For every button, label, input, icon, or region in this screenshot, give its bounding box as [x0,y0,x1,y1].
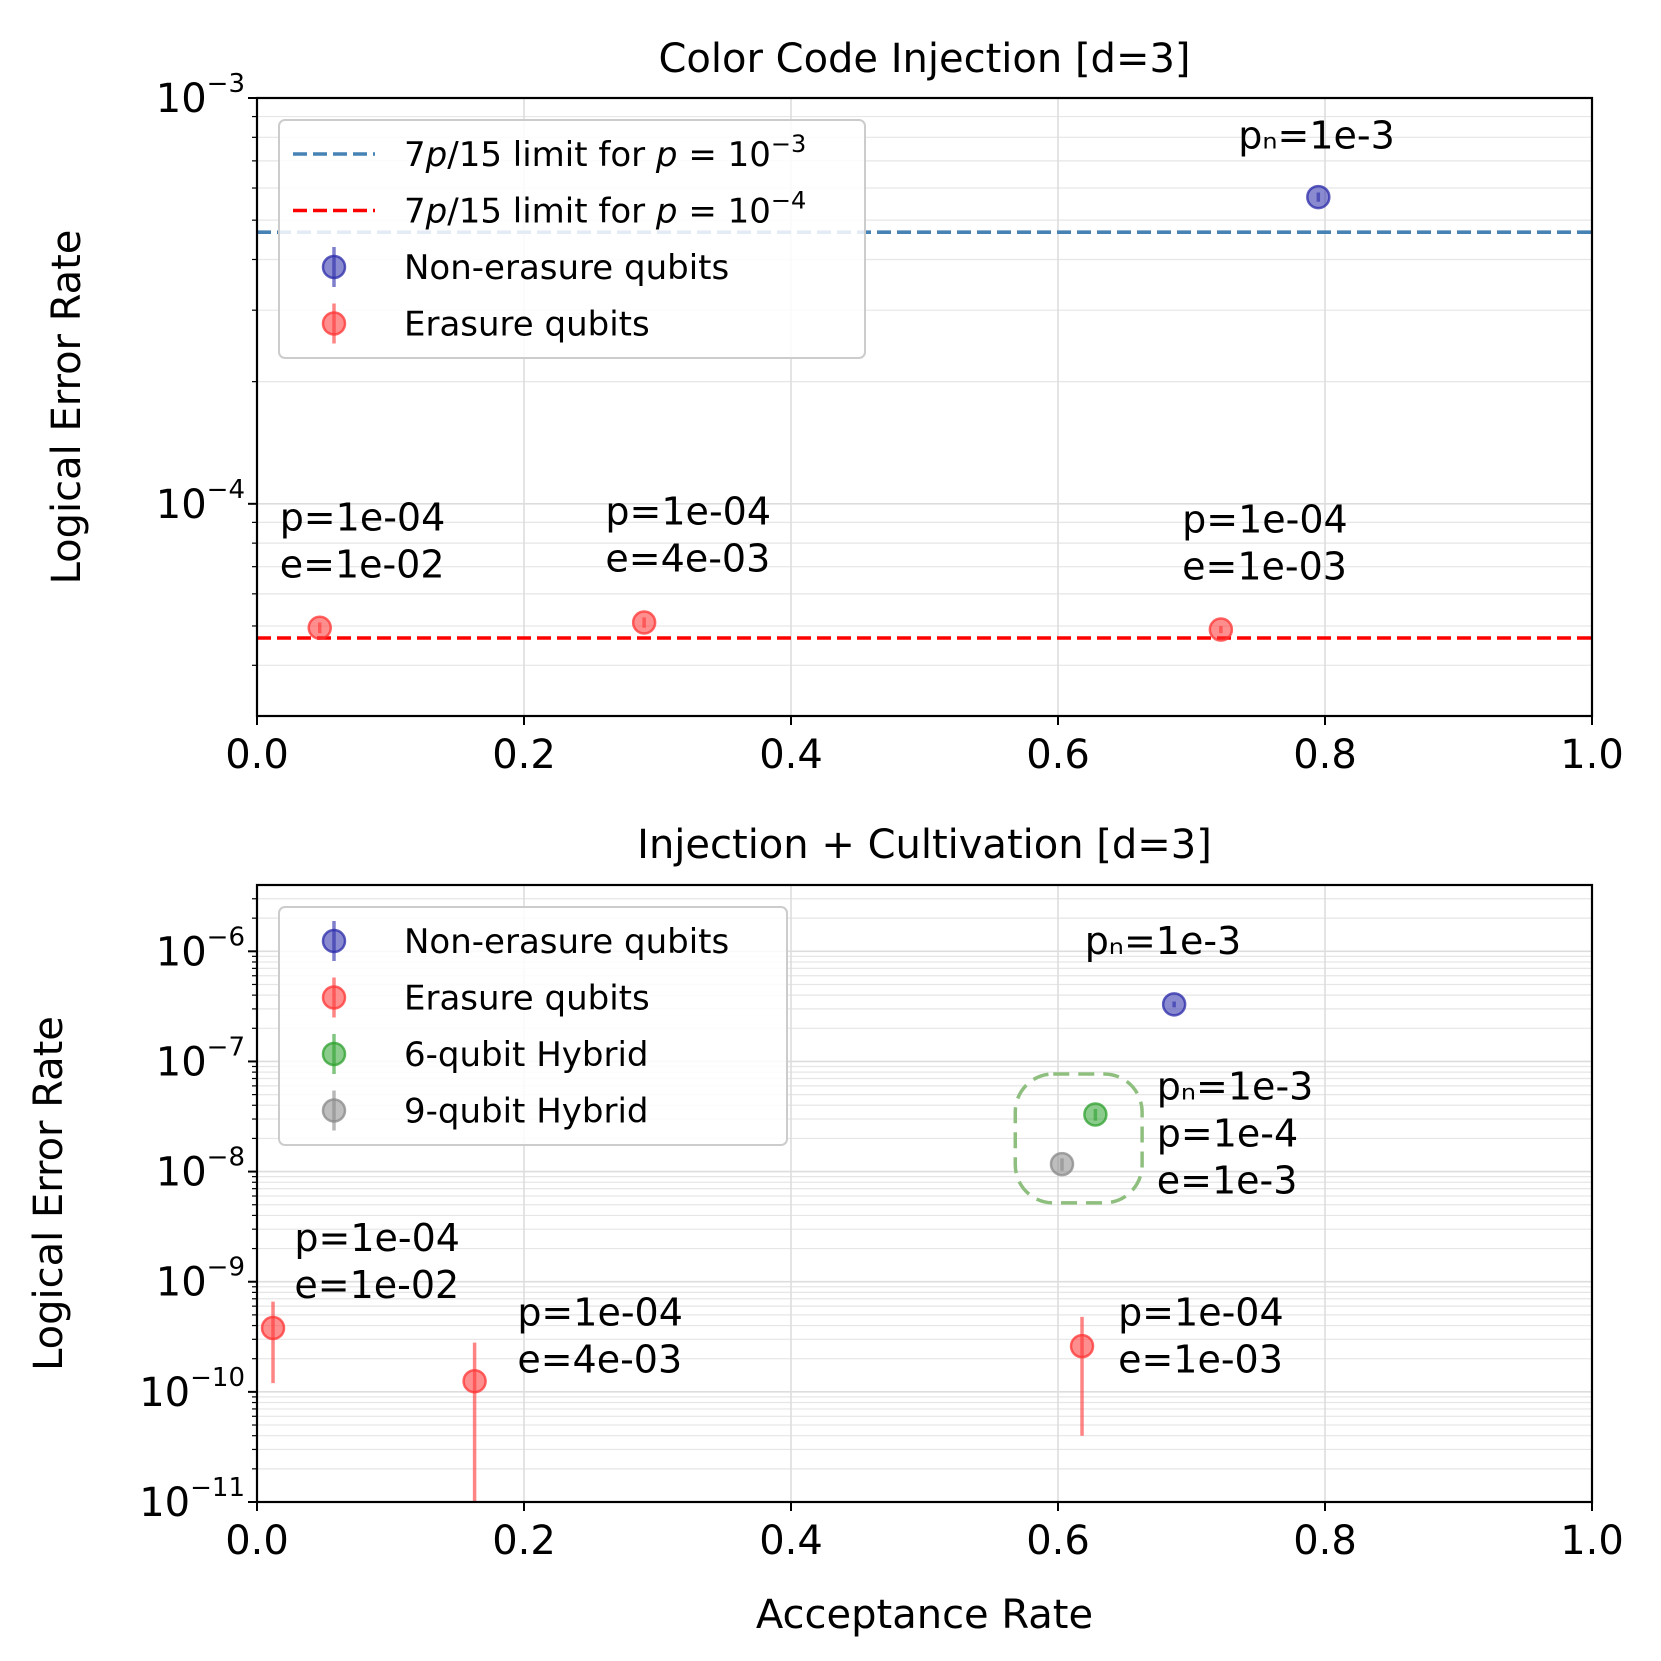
legend: Non-erasure qubits Erasure qubits 6-qubit … [278,906,788,1146]
legend-marker-swatch [321,254,347,280]
plot-frame [255,883,1594,1504]
annotation: p=1e-04 e=1e-02 [280,495,446,586]
legend-label: Erasure qubits [404,979,650,1019]
y-axis-label: Logical Error Rate [44,230,90,585]
legend-box [278,906,788,1146]
legend-label: Non-erasure qubits [404,922,729,962]
plot-frame [255,96,1594,718]
annotation: pₙ=1e-3 [1238,114,1395,158]
x-tick-label: 0.6 [1026,1518,1090,1564]
x-tick-label: 0.2 [492,732,556,778]
y-tick-label: 10−10 [139,1363,245,1416]
x-tick-label: 0.4 [759,732,823,778]
data-point [1161,992,1187,1017]
annotation: pₙ=1e-3 [1085,919,1242,963]
legend-label: 7p/15 limit for p = 10−4 [404,187,806,232]
annotation: p=1e-04 e=1e-02 [294,1216,460,1307]
data-point [1083,1102,1108,1127]
annotation: p=1e-04 e=1e-03 [1118,1291,1284,1382]
x-tick-label: 0.0 [225,732,289,778]
legend-label: 9-qubit Hybrid [404,1092,648,1132]
panel-color-code-injection: 0.0 0.2 0.4 0.6 0.8 1.0 10−3 10−4 pₙ=1e-3 p=1e-04… [44,36,1624,778]
legend-label: Non-erasure qubits [404,248,729,288]
panel-injection-cultivation: 0.0 0.2 0.4 0.6 0.8 1.0 10−6 10−7 10−8 10−9 10−10 1… [26,822,1624,1638]
legend-marker-swatch [321,985,347,1010]
legend-label: 7p/15 limit for p = 10−3 [404,130,806,175]
x-tick-label: 0.4 [759,1518,823,1564]
y-tick-label: 10−4 [156,475,245,528]
x-axis-label: Acceptance Rate [756,1592,1093,1638]
data-point [462,1368,487,1394]
y-tick-label: 10−11 [139,1473,245,1526]
legend-marker-swatch [321,928,347,954]
x-tick-label: 1.0 [1560,1518,1624,1564]
y-tick-label: 10−6 [156,922,245,975]
x-tick-label: 0.8 [1293,1518,1357,1564]
data-point [631,610,657,635]
legend-marker-swatch [321,311,347,336]
legend-box [278,119,866,359]
data-point [260,1315,286,1341]
y-tick-label: 10−7 [156,1032,245,1085]
x-tick-label: 0.8 [1293,732,1357,778]
data-point [1069,1333,1095,1359]
y-tick-label: 10−3 [156,69,245,122]
y-tick-label: 10−8 [156,1143,245,1196]
y-tick-label: 10−9 [156,1253,245,1306]
legend-marker-swatch [321,1041,347,1067]
annotation: p=1e-04 e=1e-03 [1182,497,1348,588]
chart-title: Injection + Cultivation [d=3] [637,822,1212,868]
data-point [1208,617,1234,642]
legend: 7p/15 limit for p = 10−3 7p/15 limit for … [278,119,866,359]
x-tick-label: 1.0 [1560,732,1624,778]
hybrid-highlight-box [1013,1072,1144,1205]
x-tick-label: 0.2 [492,1518,556,1564]
data-point [1306,184,1331,210]
data-point [307,615,332,640]
annotation: pₙ=1e-3 p=1e-4 e=1e-3 [1157,1065,1314,1203]
annotation: p=1e-04 e=4e-03 [517,1291,683,1382]
y-axis-label: Logical Error Rate [26,1016,72,1371]
legend-label: Erasure qubits [404,305,650,345]
chart-title: Color Code Injection [d=3] [658,36,1190,82]
legend-marker-swatch [321,1098,347,1123]
legend-label: 6-qubit Hybrid [404,1035,648,1075]
x-tick-label: 0.0 [225,1518,289,1564]
annotation: p=1e-04 e=4e-03 [605,489,771,580]
data-point [1049,1151,1075,1177]
x-tick-label: 0.6 [1026,732,1090,778]
